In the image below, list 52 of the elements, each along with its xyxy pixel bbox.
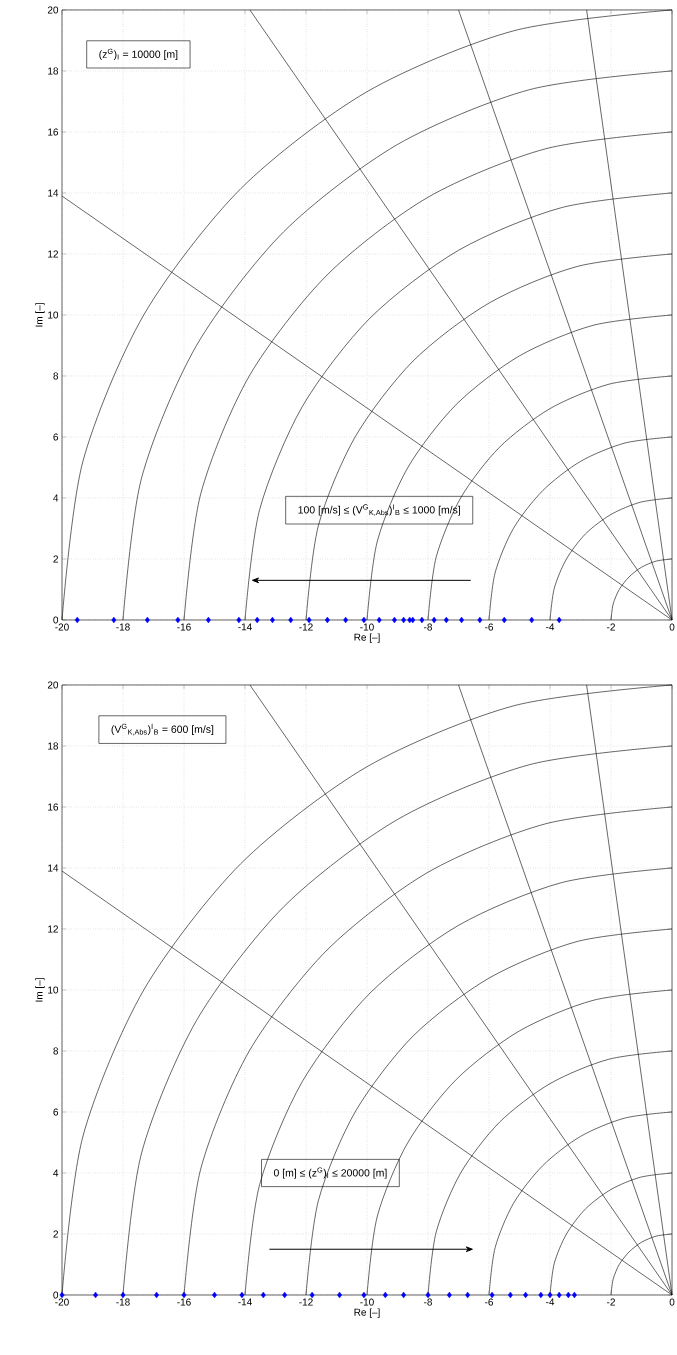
x-tick-label: -20	[55, 1298, 69, 1306]
y-tick-label: 0	[53, 1291, 59, 1299]
x-tick-label: -2	[607, 623, 615, 631]
x-tick-label: -16	[177, 1298, 191, 1306]
y-tick-label: 10	[48, 311, 59, 319]
y-tick-label: 8	[53, 1047, 59, 1055]
y-tick-label: 2	[53, 555, 58, 563]
y-axis-title: Im [–]	[35, 978, 45, 1002]
x-tick-label: -4	[546, 623, 555, 631]
x-tick-label: -14	[238, 623, 252, 631]
y-tick-label: 20	[47, 6, 59, 14]
y-tick-label: 12	[48, 250, 58, 258]
x-tick-label: -2	[607, 1298, 615, 1306]
x-tick-label: -14	[238, 1298, 252, 1306]
y-tick-label: 16	[48, 803, 59, 811]
annotation: 100 [m/s] ≤ (V$^{G}$$_{K,Abs}$)$^{I}$$_{B}$ ≤ 1000 [m/s]	[298, 504, 460, 517]
annotation: (z$^{G}$)$_{I}$ = 10000 [m]	[99, 48, 178, 61]
x-tick-label: -18	[116, 1298, 130, 1306]
y-tick-label: 14	[48, 189, 59, 197]
x-tick-label: -16	[177, 623, 191, 631]
y-tick-label: 6	[53, 433, 59, 441]
x-tick-label: -8	[424, 623, 433, 631]
x-tick-label: -6	[485, 623, 494, 631]
x-tick-label: -8	[424, 1298, 433, 1306]
y-tick-label: 18	[48, 742, 59, 750]
x-tick-label: -10	[360, 1298, 374, 1306]
x-tick-label: 0	[669, 1298, 675, 1306]
y-tick-label: 4	[53, 494, 59, 502]
annotation: (V$^{G}$$_{K,Abs}$)$^{I}$$_{B}$ = 600 [m/s]	[111, 723, 214, 736]
x-axis-title: Re [–]	[354, 1308, 380, 1318]
y-tick-label: 0	[53, 616, 59, 624]
y-tick-label: 2	[53, 1230, 58, 1238]
y-tick-label: 4	[53, 1169, 59, 1177]
x-tick-label: -20	[55, 623, 69, 631]
y-tick-label: 6	[53, 1108, 59, 1116]
x-tick-label: 0	[669, 623, 675, 631]
x-axis-title: Re [–]	[354, 633, 380, 643]
y-tick-label: 18	[48, 67, 59, 75]
y-axis-title: Im [–]	[35, 303, 45, 327]
x-tick-label: -12	[299, 1298, 313, 1306]
x-tick-label: -18	[116, 623, 130, 631]
y-tick-label: 20	[47, 681, 59, 689]
x-tick-label: -12	[299, 623, 313, 631]
x-tick-label: -6	[485, 1298, 494, 1306]
y-tick-label: 8	[53, 372, 59, 380]
y-tick-label: 14	[48, 864, 59, 872]
x-tick-label: -10	[360, 623, 374, 631]
x-tick-label: -4	[546, 1298, 555, 1306]
annotation: 0 [m] ≤ (z$^{G}$)$_{I}$ ≤ 20000 [m]	[273, 1167, 387, 1179]
y-tick-label: 10	[48, 986, 59, 994]
y-tick-label: 12	[48, 925, 58, 933]
y-tick-label: 16	[48, 128, 59, 136]
